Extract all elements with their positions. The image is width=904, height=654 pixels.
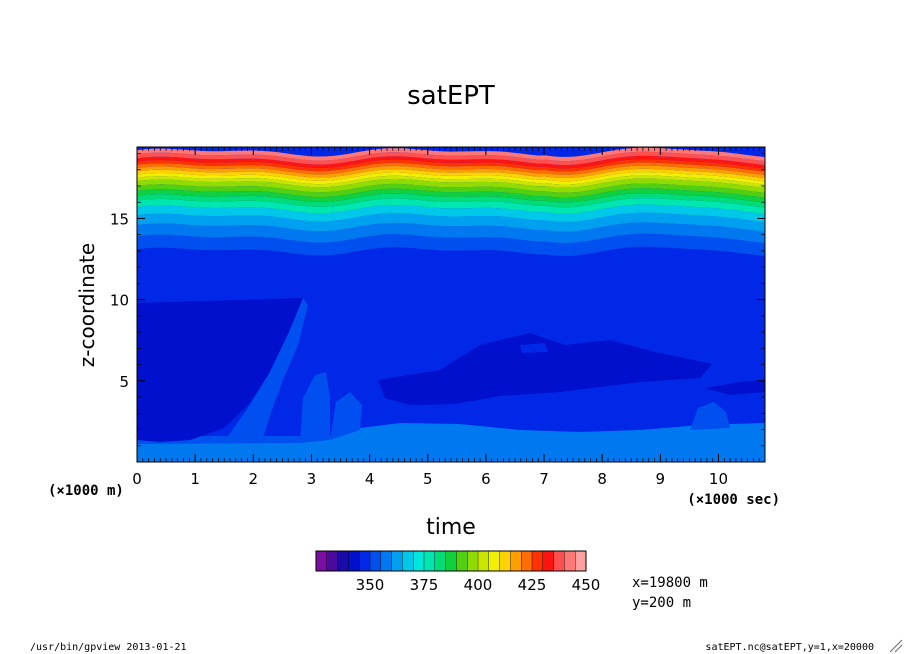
contour-band: [137, 168, 765, 182]
footer-left: /usr/bin/gpview 2013-01-21: [30, 642, 187, 653]
colorbar-swatch: [315, 550, 328, 572]
axis-ticks: 0 1 2 3 4 5 6 7 8 9 10 5 10 15: [110, 147, 766, 488]
colorbar-swatch: [380, 550, 393, 572]
colorbar-label: 400: [464, 576, 493, 594]
y-unit-note: (×1000 m): [48, 483, 124, 499]
contour-band: [137, 233, 765, 257]
colorbar: 350 375 400 425 450: [315, 550, 601, 594]
contour-band: [137, 165, 765, 179]
contour-band: [137, 198, 765, 214]
x-tick-label: 2: [249, 470, 259, 488]
colorbar-swatch: [369, 550, 382, 572]
colorbar-swatch: [510, 550, 522, 572]
mid-level-minimum-core: [520, 343, 548, 353]
x-tick-label: 7: [539, 470, 549, 488]
x-tick-label: 4: [365, 470, 375, 488]
x-tick-label: 1: [190, 470, 200, 488]
low-level-band: [137, 423, 765, 462]
colorbar-swatch: [531, 550, 544, 572]
y-tick-label: 5: [119, 373, 129, 391]
contour-band: [137, 155, 765, 169]
contour-band: [137, 175, 765, 188]
contour-band: [137, 159, 765, 172]
colorbar-swatch: [553, 550, 565, 572]
contour-band: [137, 151, 765, 166]
convective-plume-3: [690, 402, 730, 430]
contour-band: [137, 172, 765, 185]
colorbar-swatch: [521, 550, 533, 572]
colorbar-swatch: [467, 550, 479, 572]
x-tick-label: 3: [307, 470, 317, 488]
colorbar-swatch: [423, 550, 436, 572]
colorbar-swatch: [564, 550, 576, 572]
contour-band: [137, 147, 765, 162]
mid-level-minimum: [378, 333, 712, 405]
colorbar-swatch: [348, 550, 360, 572]
cold-pool-edge: [228, 298, 308, 442]
x-tick-label: 9: [656, 470, 666, 488]
contour-band: [137, 178, 765, 193]
colorbar-swatch: [542, 550, 555, 572]
convective-plume-2: [330, 392, 362, 440]
contour-band: [137, 188, 765, 203]
y-tick-label: 15: [110, 210, 129, 228]
colorbar-swatch: [326, 550, 339, 572]
colorbar-swatch: [488, 550, 501, 572]
colorbar-swatch: [359, 550, 371, 572]
x-tick-label: 10: [709, 470, 728, 488]
contour-band: [137, 193, 765, 208]
x-tick-label: 5: [423, 470, 433, 488]
colorbar-label: 425: [518, 576, 547, 594]
colorbar-label: 375: [410, 576, 439, 594]
x-tick-label: 8: [597, 470, 607, 488]
x-tick-label: 6: [481, 470, 491, 488]
convective-plume-1: [300, 372, 330, 443]
colorbar-swatch: [456, 550, 468, 572]
contour-band: [137, 204, 765, 222]
y-tick-label: 10: [110, 292, 129, 310]
colorbar-swatch: [337, 550, 349, 572]
plot-field: [137, 147, 765, 462]
resize-grip-icon[interactable]: [889, 639, 903, 653]
x-unit-note: (×1000 sec): [687, 492, 780, 508]
contour-band: [137, 162, 765, 175]
chart-title: satEPT: [407, 81, 495, 111]
colorbar-label: 350: [356, 576, 385, 594]
colorbar-swatch: [391, 550, 403, 572]
contour-band: [137, 246, 765, 266]
x-tick-label: 0: [132, 470, 142, 488]
contour-band: [137, 212, 765, 232]
colorbar-swatch: [575, 550, 587, 572]
footer-right: satEPT.nc@satEPT,y=1,x=20000: [705, 642, 874, 653]
position-x-note: x=19800 m: [632, 575, 708, 591]
colorbar-frame: [315, 550, 587, 572]
x-axis-label: time: [426, 515, 476, 540]
y-axis-label: z-coordinate: [75, 243, 99, 367]
colorbar-swatch: [413, 550, 425, 572]
contour-band: [137, 183, 765, 198]
contour-band: [137, 222, 765, 244]
colorbar-swatch: [445, 550, 457, 572]
upper-right-minimum: [705, 380, 765, 395]
colorbar-swatch: [402, 550, 414, 572]
colorbar-swatch: [477, 550, 490, 572]
colorbar-swatch: [434, 550, 447, 572]
colorbar-label: 450: [572, 576, 601, 594]
colorbar-swatch: [499, 550, 511, 572]
cold-pool-region: [137, 298, 303, 442]
position-y-note: y=200 m: [632, 595, 691, 611]
